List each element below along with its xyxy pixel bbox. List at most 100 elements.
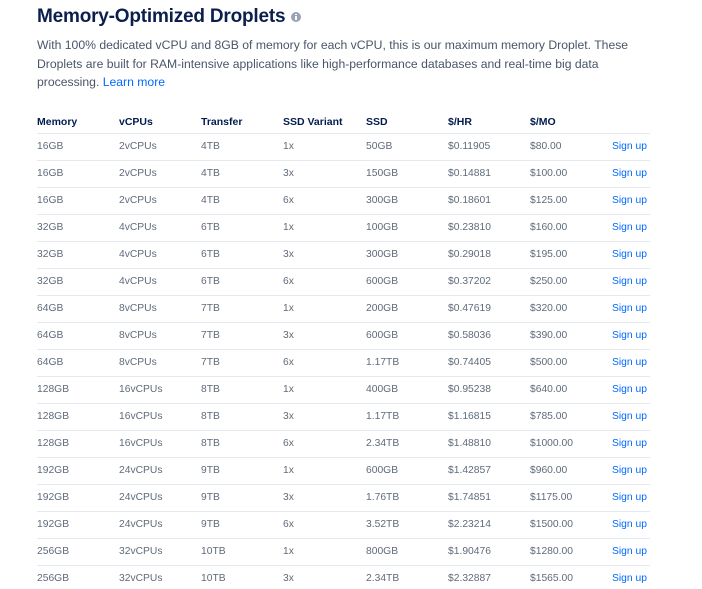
sign-up-link[interactable]: Sign up [612,564,650,589]
ssd-cell: 600GB [366,267,448,295]
table-row: 192GB 24vCPUs 9TB 1x 600GB $1.42857 $960.00 Sig… [37,456,650,484]
ssd-cell: 300GB [366,186,448,214]
transfer-cell: 4TB [201,159,283,187]
price-monthly-cell: $1565.00 [530,564,612,589]
transfer-cell: 6TB [201,240,283,268]
price-hourly-cell: $0.29018 [448,240,530,268]
sign-up-link[interactable]: Sign up [612,294,650,322]
price-monthly-cell: $320.00 [530,294,612,322]
ssd-cell: 1.17TB [366,402,448,430]
ssd-cell: 300GB [366,240,448,268]
transfer-cell: 4TB [201,132,283,160]
sign-up-link[interactable]: Sign up [612,267,650,295]
sign-up-link[interactable]: Sign up [612,213,650,241]
table-row: 64GB 8vCPUs 7TB 1x 200GB $0.47619 $320.00 Sign … [37,294,650,322]
column-header-memory: Memory [37,115,78,128]
ssd-variant-cell: 3x [283,483,366,511]
price-hourly-cell: $1.42857 [448,456,530,484]
sign-up-link[interactable]: Sign up [612,510,650,538]
sign-up-link[interactable]: Sign up [612,240,650,268]
price-hourly-cell: $2.23214 [448,510,530,538]
ssd-cell: 150GB [366,159,448,187]
ssd-cell: 200GB [366,294,448,322]
memory-cell: 256GB [37,564,119,589]
ssd-variant-cell: 1x [283,213,366,241]
transfer-cell: 9TB [201,483,283,511]
learn-more-link[interactable]: Learn more [102,75,166,89]
sign-up-link[interactable]: Sign up [612,159,650,187]
sign-up-link[interactable]: Sign up [612,321,650,349]
ssd-cell: 3.52TB [366,510,448,538]
sign-up-link[interactable]: Sign up [612,537,650,565]
vcpus-cell: 8vCPUs [119,348,201,376]
price-hourly-cell: $0.37202 [448,267,530,295]
price-monthly-cell: $960.00 [530,456,612,484]
transfer-cell: 7TB [201,321,283,349]
transfer-cell: 10TB [201,537,283,565]
sign-up-link[interactable]: Sign up [612,429,650,457]
info-icon[interactable] [291,12,302,22]
column-header-action [612,111,650,133]
pricing-table: Memory vCPUs Transfer SSD Variant SSD $/… [37,111,650,589]
sign-up-link[interactable]: Sign up [612,456,650,484]
column-header-vcpus: vCPUs [119,115,153,128]
table-row: 32GB 4vCPUs 6TB 3x 300GB $0.29018 $195.00 Sign … [37,240,650,268]
sign-up-link[interactable]: Sign up [612,375,650,403]
ssd-cell: 800GB [366,537,448,565]
sign-up-link[interactable]: Sign up [612,132,650,160]
memory-cell: 128GB [37,375,119,403]
ssd-variant-cell: 1x [283,375,366,403]
column-header-price-hourly: $/HR [448,115,472,128]
memory-cell: 192GB [37,510,119,538]
price-hourly-cell: $0.14881 [448,159,530,187]
ssd-cell: 50GB [366,132,448,160]
ssd-variant-cell: 6x [283,267,366,295]
memory-cell: 64GB [37,321,119,349]
ssd-cell: 1.17TB [366,348,448,376]
price-monthly-cell: $160.00 [530,213,612,241]
sign-up-link[interactable]: Sign up [612,483,650,511]
vcpus-cell: 24vCPUs [119,510,201,538]
transfer-cell: 10TB [201,564,283,589]
memory-cell: 64GB [37,294,119,322]
price-monthly-cell: $250.00 [530,267,612,295]
ssd-variant-cell: 3x [283,240,366,268]
ssd-variant-cell: 1x [283,294,366,322]
ssd-cell: 600GB [366,456,448,484]
table-row: 256GB 32vCPUs 10TB 1x 800GB $1.90476 $1280.00 S… [37,537,650,565]
transfer-cell: 8TB [201,375,283,403]
memory-cell: 32GB [37,267,119,295]
ssd-variant-cell: 6x [283,186,366,214]
vcpus-cell: 32vCPUs [119,537,201,565]
memory-cell: 192GB [37,483,119,511]
sign-up-link[interactable]: Sign up [612,348,650,376]
transfer-cell: 4TB [201,186,283,214]
sign-up-link[interactable]: Sign up [612,402,650,430]
page-title: Memory-Optimized Droplets [37,6,286,27]
ssd-variant-cell: 3x [283,159,366,187]
vcpus-cell: 4vCPUs [119,267,201,295]
ssd-variant-cell: 6x [283,510,366,538]
vcpus-cell: 8vCPUs [119,294,201,322]
price-hourly-cell: $2.32887 [448,564,530,589]
price-monthly-cell: $785.00 [530,402,612,430]
title-row: Memory-Optimized Droplets [37,4,302,30]
ssd-variant-cell: 1x [283,456,366,484]
table-row: 128GB 16vCPUs 8TB 3x 1.17TB $1.16815 $785.00 Si… [37,402,650,430]
vcpus-cell: 16vCPUs [119,402,201,430]
sign-up-link[interactable]: Sign up [612,186,650,214]
ssd-cell: 2.34TB [366,564,448,589]
price-monthly-cell: $1175.00 [530,483,612,511]
price-hourly-cell: $1.90476 [448,537,530,565]
price-hourly-cell: $0.47619 [448,294,530,322]
table-row: 16GB 2vCPUs 4TB 6x 300GB $0.18601 $125.00 Sign … [37,186,650,214]
price-hourly-cell: $1.48810 [448,429,530,457]
memory-cell: 32GB [37,213,119,241]
price-monthly-cell: $195.00 [530,240,612,268]
price-monthly-cell: $1500.00 [530,510,612,538]
table-row: 128GB 16vCPUs 8TB 1x 400GB $0.95238 $640.00 Sig… [37,375,650,403]
memory-cell: 16GB [37,186,119,214]
price-hourly-cell: $1.74851 [448,483,530,511]
price-monthly-cell: $125.00 [530,186,612,214]
ssd-cell: 100GB [366,213,448,241]
